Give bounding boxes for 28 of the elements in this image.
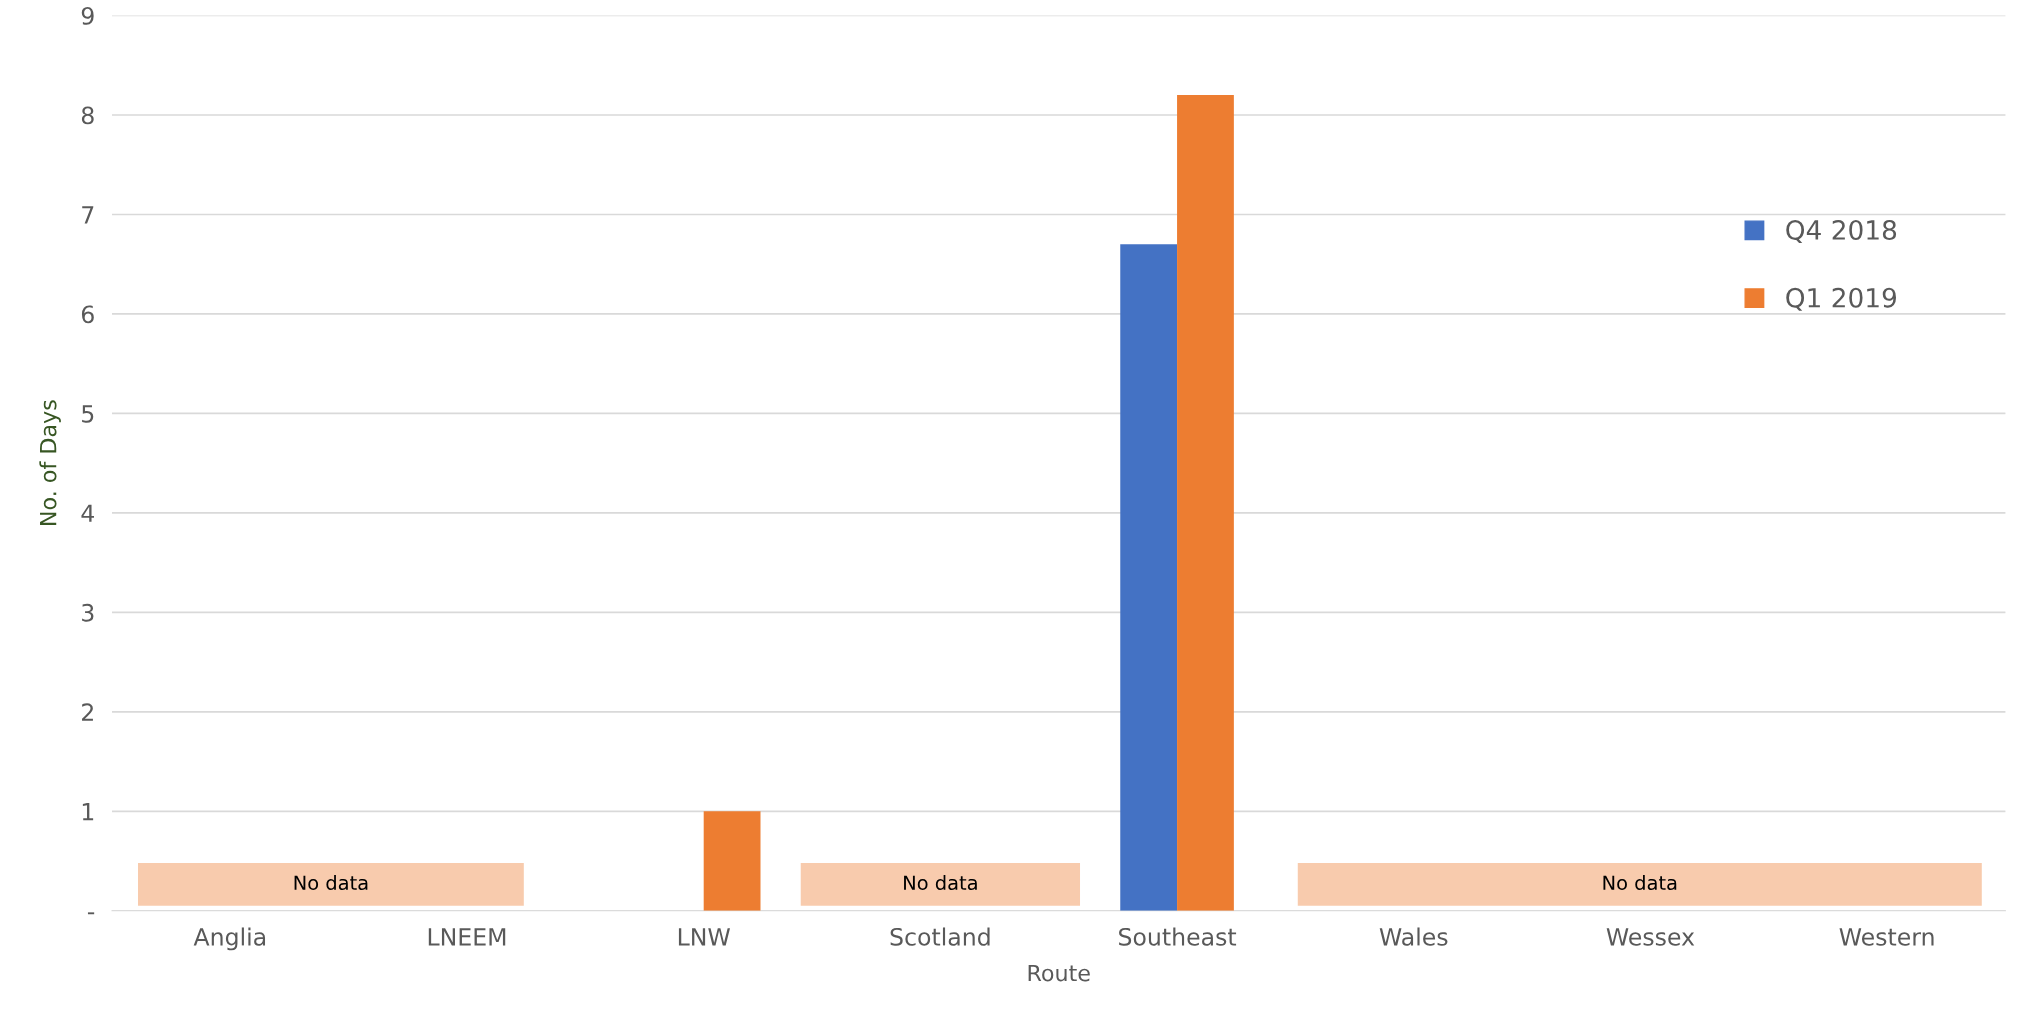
y-tick-label: 9: [81, 6, 94, 25]
y-tick-label: 1: [82, 803, 94, 821]
x-tick-label: Wessex: [1606, 928, 1695, 946]
y-tick-label: 2: [82, 703, 93, 721]
bar: [1120, 244, 1178, 911]
y-tick-label: 7: [82, 206, 94, 224]
x-tick-label: LNEEM: [428, 928, 506, 946]
legend-label: Q1 2019: [1786, 287, 1897, 311]
annotation: No data: [294, 875, 368, 891]
x-tick-label: LNW: [678, 928, 730, 946]
x-axis-title: Route: [1028, 964, 1090, 982]
x-tick-label: Wales: [1379, 927, 1448, 946]
legend-label: Q4 2018: [1786, 220, 1897, 243]
y-tick-label: 5: [82, 405, 94, 423]
annotation: No data: [1603, 875, 1677, 891]
y-tick-label: 3: [82, 603, 94, 622]
bar: [1177, 95, 1234, 911]
bar: [703, 811, 761, 911]
y-tick-label: -: [87, 912, 95, 915]
y-tick-label: 6: [81, 305, 94, 324]
x-tick-label: Southeast: [1119, 927, 1237, 946]
x-tick-label: Western: [1839, 928, 1934, 946]
y-tick-label: 8: [81, 106, 94, 125]
y-tick-label: 4: [81, 504, 94, 522]
y-axis-title: No. of Days: [39, 400, 61, 525]
x-tick-label: Anglia: [193, 927, 266, 951]
x-tick-label: Scotland: [890, 927, 990, 946]
annotation: No data: [904, 875, 977, 891]
